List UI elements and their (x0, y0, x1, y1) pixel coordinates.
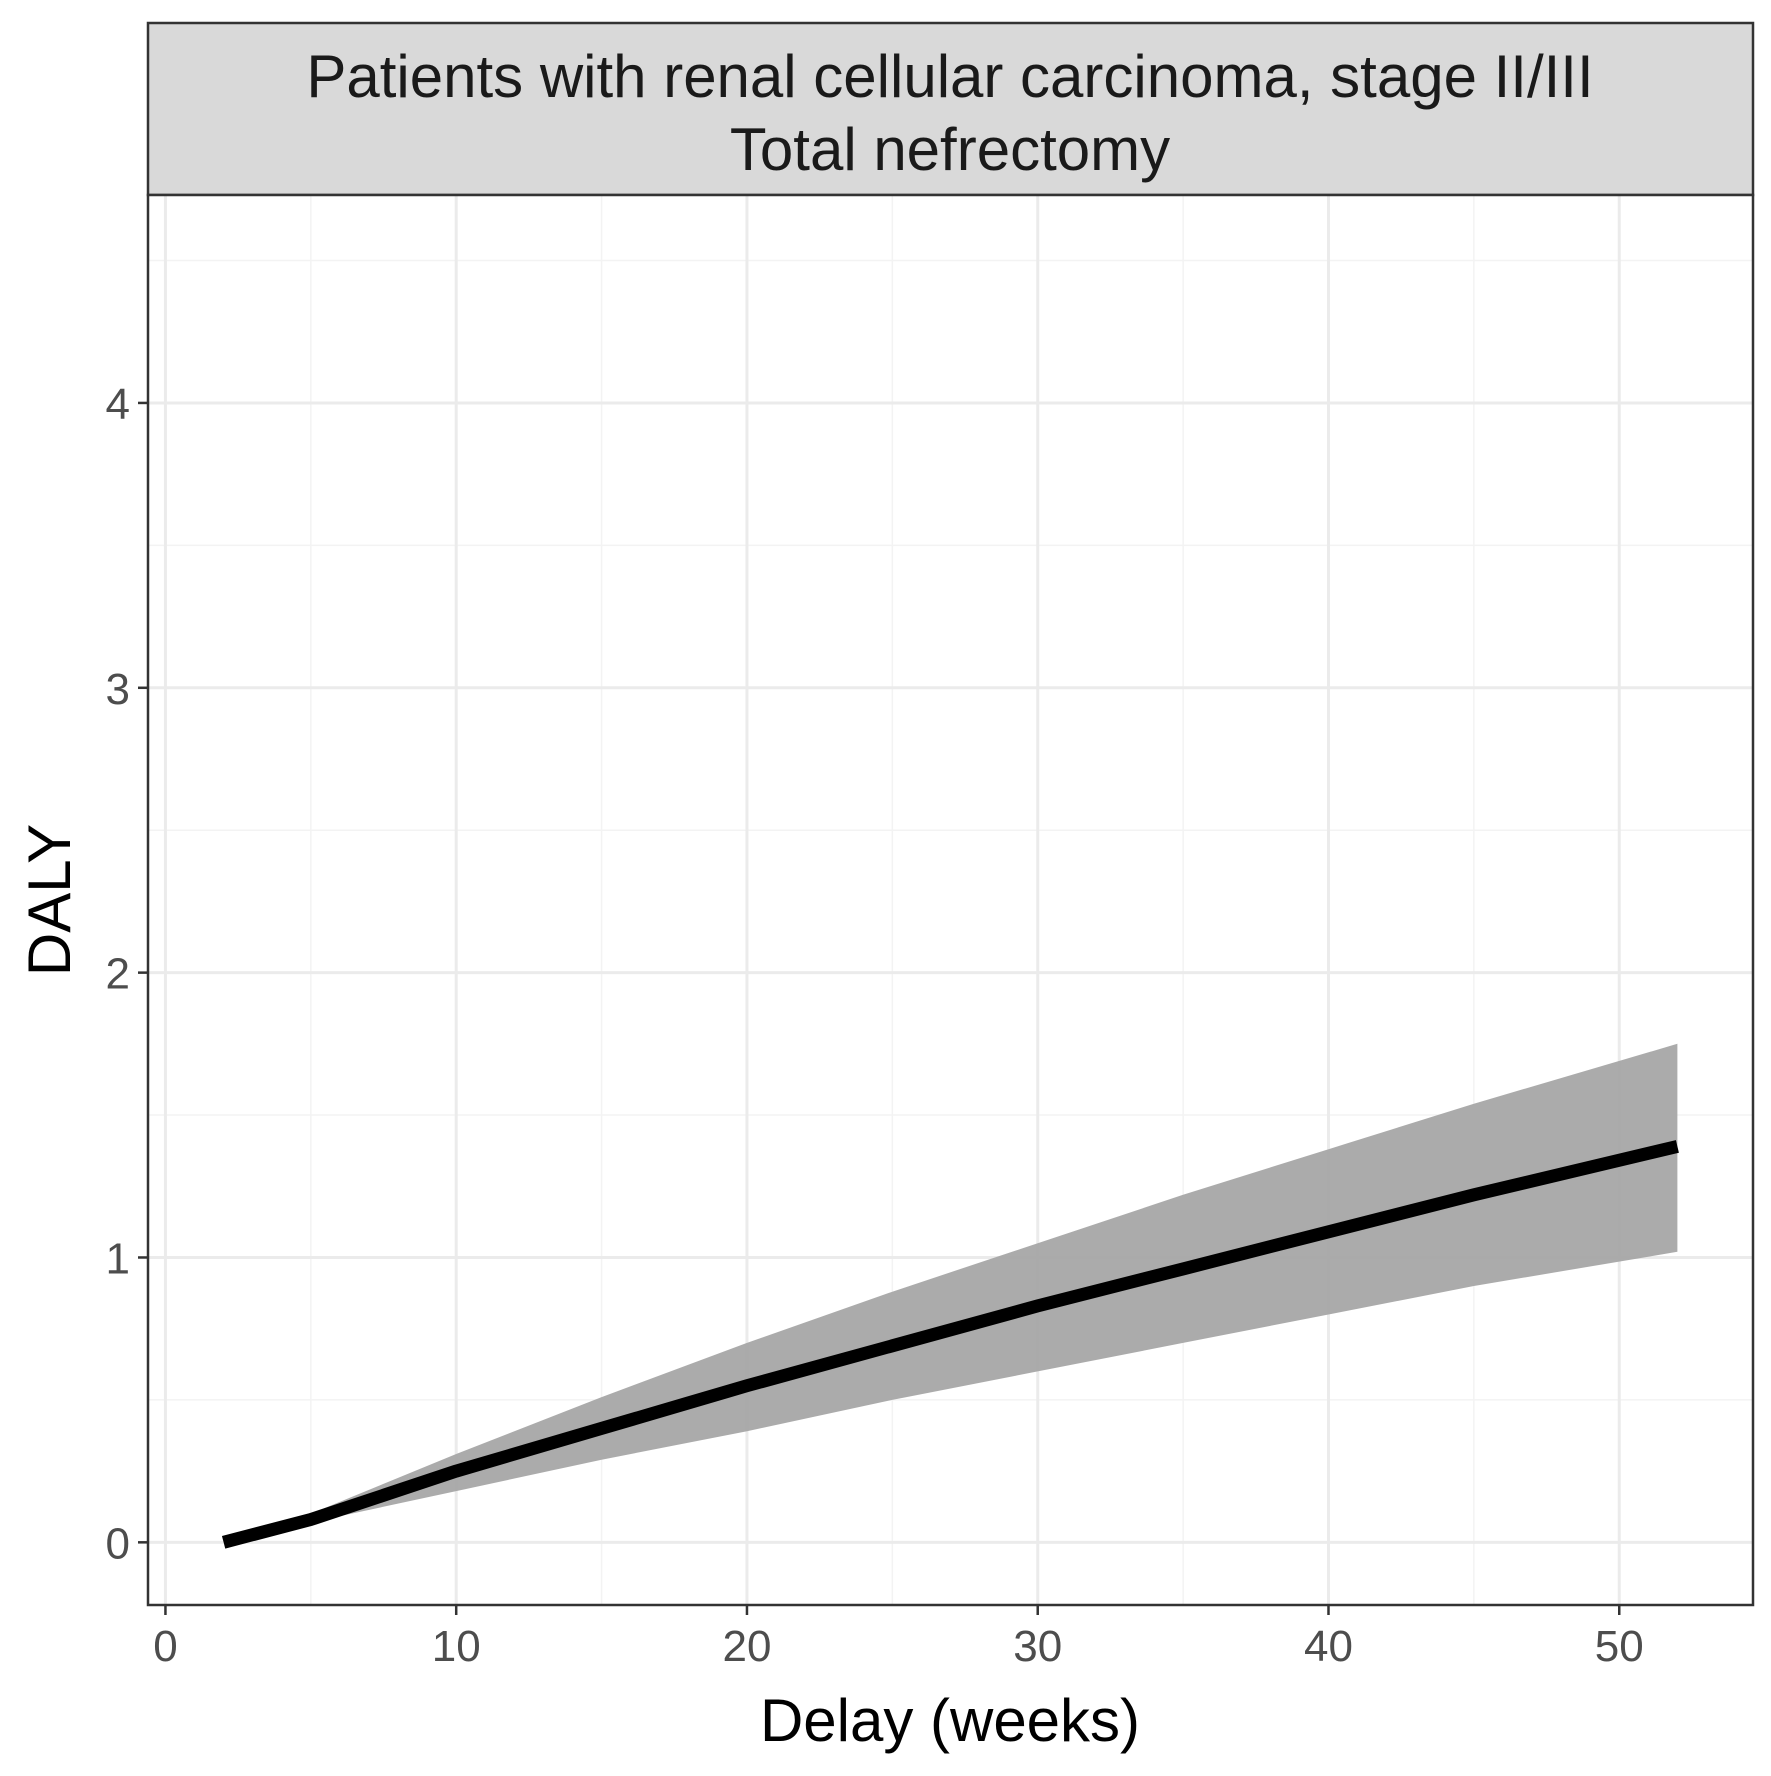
series-line (221, 1140, 1679, 1549)
x-axis-title: Delay (weeks) (760, 1687, 1140, 1754)
x-tick-label: 40 (1304, 1622, 1353, 1671)
y-tick-label: 4 (106, 380, 130, 429)
x-tick-label: 20 (722, 1622, 771, 1671)
y-tick-label: 2 (106, 950, 130, 999)
plot-panel (148, 195, 1753, 1605)
x-tick-label: 50 (1595, 1622, 1644, 1671)
y-tick-label: 1 (106, 1234, 130, 1283)
confidence-ribbon (223, 1043, 1678, 1543)
y-tick-label: 0 (106, 1519, 130, 1568)
x-tick-label: 10 (432, 1622, 481, 1671)
facet-strip (146, 21, 1755, 197)
strip-title-line-2: Total nefrectomy (730, 116, 1170, 183)
x-tick-label: 30 (1013, 1622, 1062, 1671)
plot-data (221, 1043, 1679, 1549)
x-tick-label: 0 (153, 1622, 177, 1671)
y-axis-title: DALY (16, 824, 83, 976)
panel-border (146, 193, 1755, 1607)
strip-title-line-1: Patients with renal cellular carcinoma, … (306, 43, 1593, 110)
y-tick-label: 3 (106, 665, 130, 714)
axes: 0 10 20 30 40 50 0 1 2 3 4 (106, 380, 1644, 1671)
